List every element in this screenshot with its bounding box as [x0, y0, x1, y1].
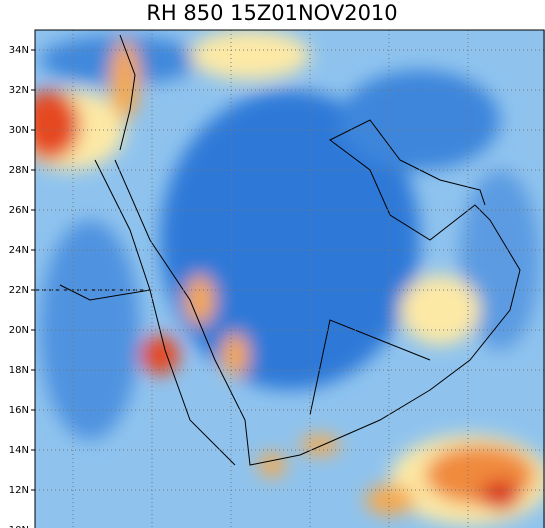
- lat-tick-label: 26N: [9, 205, 29, 216]
- lat-tick-label: 24N: [9, 245, 29, 256]
- lat-tick-label: 12N: [9, 485, 29, 496]
- graticule: [35, 30, 545, 528]
- humidity-field: [35, 30, 545, 528]
- lat-tick-label: 10N: [9, 525, 29, 528]
- lat-tick-label: 22N: [9, 285, 29, 296]
- lat-tick-label: 30N: [9, 125, 29, 136]
- coastlines: [59, 34, 521, 466]
- lat-tick-label: 14N: [9, 445, 29, 456]
- frame: [34, 29, 545, 528]
- lat-tick-label: 32N: [9, 85, 29, 96]
- lat-tick-label: 18N: [9, 365, 29, 376]
- lat-tick-label: 28N: [9, 165, 29, 176]
- lat-tick-label: 16N: [9, 405, 29, 416]
- lat-tick-label: 34N: [9, 45, 29, 56]
- map-title: RH 850 15Z01NOV2010: [146, 1, 397, 25]
- lat-tick-label: 20N: [9, 325, 29, 336]
